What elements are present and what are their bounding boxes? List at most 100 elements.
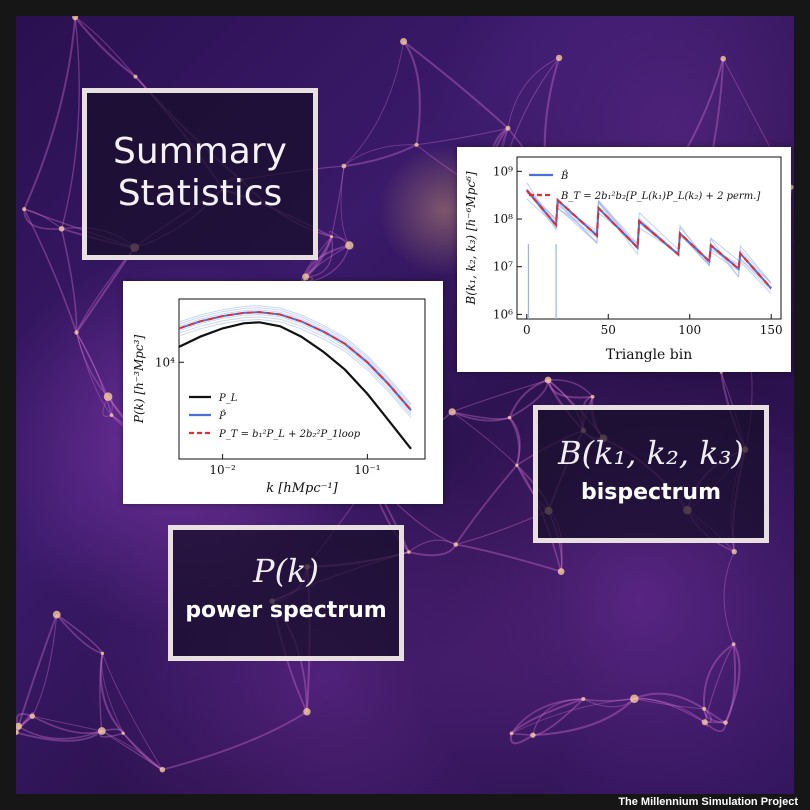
filament bbox=[508, 379, 549, 419]
filament bbox=[122, 732, 163, 771]
y-axis-label: B(k₁, k₂, k₃) [h⁻⁶Mpc⁶] bbox=[464, 171, 478, 306]
galaxy-cluster-node bbox=[407, 550, 411, 554]
filament bbox=[328, 230, 350, 246]
filament bbox=[548, 379, 594, 398]
galaxy-cluster-node bbox=[530, 732, 536, 738]
filament bbox=[23, 208, 78, 333]
filament bbox=[416, 127, 509, 146]
filament bbox=[304, 244, 350, 278]
x-tick-label: 150 bbox=[760, 323, 783, 337]
filament bbox=[74, 16, 137, 78]
y-tick-label: 10⁴ bbox=[155, 355, 175, 369]
galaxy-cluster-node bbox=[16, 729, 19, 736]
x-tick-label: 10⁻¹ bbox=[354, 463, 380, 477]
filament bbox=[17, 725, 103, 740]
filament bbox=[31, 614, 58, 717]
realization-line bbox=[178, 318, 412, 418]
legend-label: B_T = 2b₁²b₂[P_L(k₁)P_L(k₂) + 2 perm.] bbox=[560, 191, 760, 202]
galaxy-cluster-node bbox=[400, 37, 408, 45]
realization-line bbox=[178, 313, 412, 413]
power-spectrum-formula: P(k) bbox=[253, 552, 319, 590]
galaxy-cluster-node bbox=[72, 16, 79, 21]
filament bbox=[101, 653, 124, 734]
filament bbox=[75, 332, 109, 398]
filament bbox=[60, 228, 78, 333]
filament bbox=[723, 551, 735, 645]
filament bbox=[101, 730, 163, 771]
filament bbox=[343, 144, 417, 167]
filament bbox=[305, 236, 333, 278]
filament bbox=[452, 411, 510, 420]
filament bbox=[583, 697, 635, 702]
galaxy-cluster-node bbox=[723, 720, 728, 725]
realization-line bbox=[178, 309, 412, 409]
filament bbox=[451, 411, 518, 466]
x-tick-label: 100 bbox=[678, 323, 701, 337]
galaxy-cluster-node bbox=[345, 241, 354, 250]
filament bbox=[99, 653, 104, 732]
power-spectrum-label: power spectrum bbox=[185, 598, 387, 623]
filament bbox=[704, 721, 727, 733]
legend-label: P̂ bbox=[218, 410, 226, 422]
filament bbox=[32, 715, 102, 732]
summary-title-line1: Summary bbox=[113, 131, 287, 172]
galaxy-cluster-node bbox=[16, 722, 22, 730]
realization-line bbox=[526, 192, 772, 284]
filament bbox=[16, 730, 103, 742]
filament bbox=[451, 411, 510, 422]
filament bbox=[24, 208, 62, 230]
filament bbox=[509, 733, 534, 745]
filament bbox=[331, 166, 345, 237]
galaxy-cluster-node bbox=[159, 766, 166, 773]
series-line-PL bbox=[178, 321, 412, 450]
filament bbox=[31, 715, 103, 734]
galaxy-cluster-node bbox=[109, 413, 114, 418]
bispectrum-chart-card: 0 50 100 150 10⁶ 10⁷ 10⁸ 10⁹ Triangle bin B(k₁, k… bbox=[457, 147, 791, 372]
x-axis-label: k [hMpc⁻¹] bbox=[266, 481, 338, 496]
filament bbox=[76, 332, 109, 397]
galaxy-cluster-node bbox=[731, 548, 737, 555]
filament bbox=[56, 613, 104, 654]
filament bbox=[76, 332, 112, 416]
filament bbox=[547, 379, 593, 399]
galaxy-cluster-node bbox=[555, 54, 563, 62]
summary-title-line2: Statistics bbox=[117, 173, 283, 214]
filament bbox=[408, 539, 457, 553]
galaxy-cluster-node bbox=[133, 74, 138, 79]
filament bbox=[402, 40, 509, 129]
filament bbox=[75, 332, 113, 416]
series-line-PT bbox=[178, 311, 412, 411]
filament bbox=[455, 464, 518, 546]
legend-label: B̂ bbox=[560, 170, 568, 182]
galaxy-cluster-node bbox=[414, 142, 419, 147]
power-spectrum-chart-card: 10⁻² 10⁻¹ 10⁴ k [hMpc⁻¹] P(k) [h⁻³Mpc³] P_L P̂… bbox=[123, 281, 443, 504]
galaxy-cluster-node bbox=[100, 651, 105, 656]
filament bbox=[510, 732, 533, 736]
y-axis-label: P(k) [h⁻³Mpc³] bbox=[132, 335, 146, 425]
filament bbox=[511, 698, 635, 734]
power-spectrum-chart: 10⁻² 10⁻¹ 10⁴ k [hMpc⁻¹] P(k) [h⁻³Mpc³] P_L P̂… bbox=[132, 298, 426, 496]
x-tick-label: 0 bbox=[523, 323, 531, 337]
galaxy-cluster-node bbox=[509, 731, 514, 736]
galaxy-cluster-node bbox=[448, 408, 456, 416]
filament bbox=[634, 697, 706, 723]
series-line-BT bbox=[525, 189, 773, 290]
filament bbox=[99, 653, 125, 734]
galaxy-cluster-node bbox=[590, 394, 595, 399]
filament bbox=[532, 698, 584, 736]
filament bbox=[704, 643, 735, 723]
legend-label: P_L bbox=[218, 393, 238, 404]
galaxy-cluster-node bbox=[720, 55, 726, 62]
filament bbox=[162, 710, 308, 771]
y-tick-label: 10⁶ bbox=[493, 307, 513, 321]
power-spectrum-panel: P(k) power spectrum bbox=[168, 525, 404, 661]
filament bbox=[74, 16, 136, 77]
galaxy-cluster-node bbox=[97, 727, 106, 735]
galaxy-cluster-node bbox=[629, 694, 639, 704]
galaxy-cluster-node bbox=[341, 163, 347, 169]
filament bbox=[455, 543, 562, 573]
y-tick-label: 10⁸ bbox=[493, 212, 513, 226]
galaxy-cluster-node bbox=[505, 125, 511, 131]
legend-label: P_T = b₁²P_L + 2b₂²P_1loop bbox=[218, 429, 361, 440]
galaxy-cluster-node bbox=[330, 235, 334, 239]
